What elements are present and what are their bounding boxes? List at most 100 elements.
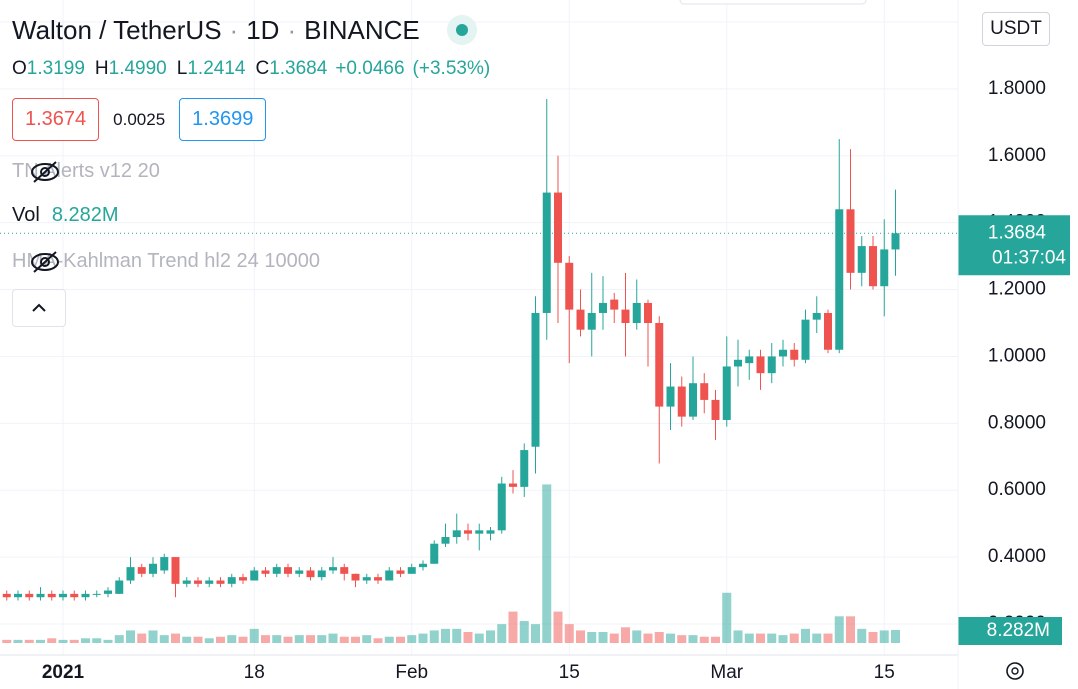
candle-body xyxy=(36,593,45,598)
ask-button[interactable]: 1.3699 xyxy=(179,98,267,141)
candle-body xyxy=(351,573,360,581)
volume-bar xyxy=(756,633,765,643)
volume-bar xyxy=(306,635,315,643)
candle-body xyxy=(542,192,551,313)
y-tick-label: 0.8000 xyxy=(988,412,1046,433)
volume-bar xyxy=(643,633,653,643)
price-tag-value: 1.3684 xyxy=(988,222,1047,243)
volume-bar xyxy=(621,627,630,643)
volume-bar xyxy=(857,628,867,643)
ohlc-low: 1.2414 xyxy=(187,58,246,79)
candle-body xyxy=(756,356,765,374)
volume-bar xyxy=(182,636,192,643)
indicator-row: TN Alerts v12 20 xyxy=(12,160,160,183)
currency-button[interactable]: USDT xyxy=(982,12,1050,46)
volume-bar xyxy=(362,635,372,643)
collapse-button[interactable] xyxy=(12,289,66,327)
candle-body xyxy=(182,580,191,584)
candle-body xyxy=(509,483,517,487)
indicator-row: HMA-Kahlman Trend hl2 24 10000 xyxy=(12,250,320,273)
y-tick-label: 1.8000 xyxy=(988,78,1046,99)
symbol-title: Walton / TetherUS xyxy=(12,14,222,45)
bid-button[interactable]: 1.3674 xyxy=(12,98,100,141)
y-tick-label: 0.4000 xyxy=(988,546,1046,567)
volume-bar xyxy=(13,639,23,643)
candles xyxy=(2,98,900,601)
ohlc-key: O xyxy=(12,58,27,79)
volume-tag-value: 8.282M xyxy=(987,620,1050,641)
y-tick-label: 1.0000 xyxy=(988,345,1046,366)
volume-bar xyxy=(497,624,507,643)
volume-bar xyxy=(542,484,552,643)
candle-body xyxy=(137,567,146,574)
settings-icon[interactable] xyxy=(1006,662,1024,680)
candle-body xyxy=(621,309,630,323)
volume-bar xyxy=(272,635,282,643)
volume-pane xyxy=(2,484,900,643)
x-tick-label: 18 xyxy=(244,662,265,683)
candle-body xyxy=(632,302,641,323)
volume-bar xyxy=(92,638,102,643)
volume-bar xyxy=(486,630,495,643)
hidden-icon[interactable] xyxy=(30,160,60,184)
volume-bar xyxy=(576,630,585,643)
volume-bar xyxy=(812,633,822,643)
volume-bar xyxy=(36,639,45,643)
volume-bar xyxy=(722,592,732,643)
volume-bar xyxy=(879,630,889,643)
volume-bar xyxy=(249,628,259,643)
x-tick-label: 15 xyxy=(559,662,580,683)
chevron[interactable] xyxy=(13,290,65,326)
volume-bar xyxy=(598,632,608,643)
gear[interactable] xyxy=(1006,662,1024,680)
price-tag xyxy=(958,215,1070,276)
candle-body xyxy=(419,563,427,568)
candle-body xyxy=(362,577,371,581)
candle-body xyxy=(452,530,461,538)
volume-bar xyxy=(351,636,360,643)
volume-row: Vol 8.282M xyxy=(12,204,119,227)
gear-center[interactable] xyxy=(1011,667,1019,675)
hidden-icon[interactable] xyxy=(30,250,60,274)
candle-body xyxy=(126,567,135,581)
separator: · xyxy=(287,14,297,45)
symbol-row: Walton / TetherUS · 1D · BINANCE xyxy=(12,14,478,46)
candle-body xyxy=(104,590,112,594)
volume-bar xyxy=(654,632,664,643)
ohlc-key: C xyxy=(255,58,270,79)
ohlc-change: +0.0466 xyxy=(335,58,405,79)
volume-bar xyxy=(801,628,810,643)
volume-bar xyxy=(407,635,417,643)
candle-body xyxy=(261,570,270,574)
candle-body xyxy=(812,312,821,320)
market-status[interactable] xyxy=(446,14,478,46)
volume-bar xyxy=(373,638,383,643)
candle-body xyxy=(385,570,394,581)
volume-bar xyxy=(609,633,619,643)
volume-bar xyxy=(429,630,439,643)
volume-bar xyxy=(632,630,642,643)
y-tick-label: 1.2000 xyxy=(988,279,1046,300)
candle-body xyxy=(329,567,337,571)
candle-body xyxy=(205,580,214,584)
candle-body xyxy=(700,383,709,400)
ohlc-open: 1.3199 xyxy=(26,58,85,79)
volume-bar xyxy=(137,633,147,643)
candle-body xyxy=(47,593,56,598)
volume-bar xyxy=(688,635,698,643)
exchange: BINANCE xyxy=(304,14,420,45)
volume-bar xyxy=(699,636,709,643)
ohlc-key: H xyxy=(94,58,109,79)
candle-body xyxy=(880,249,889,287)
candle-body xyxy=(441,537,450,544)
volume-bar xyxy=(677,635,687,643)
candle-body xyxy=(464,530,472,534)
candle-body xyxy=(554,192,562,263)
candle-body xyxy=(655,323,664,407)
candle-body xyxy=(374,577,382,581)
candle-body xyxy=(779,349,787,357)
candle-body xyxy=(216,580,225,584)
volume-bar xyxy=(564,624,574,643)
candle-body xyxy=(340,567,349,574)
candle-body xyxy=(497,483,506,531)
